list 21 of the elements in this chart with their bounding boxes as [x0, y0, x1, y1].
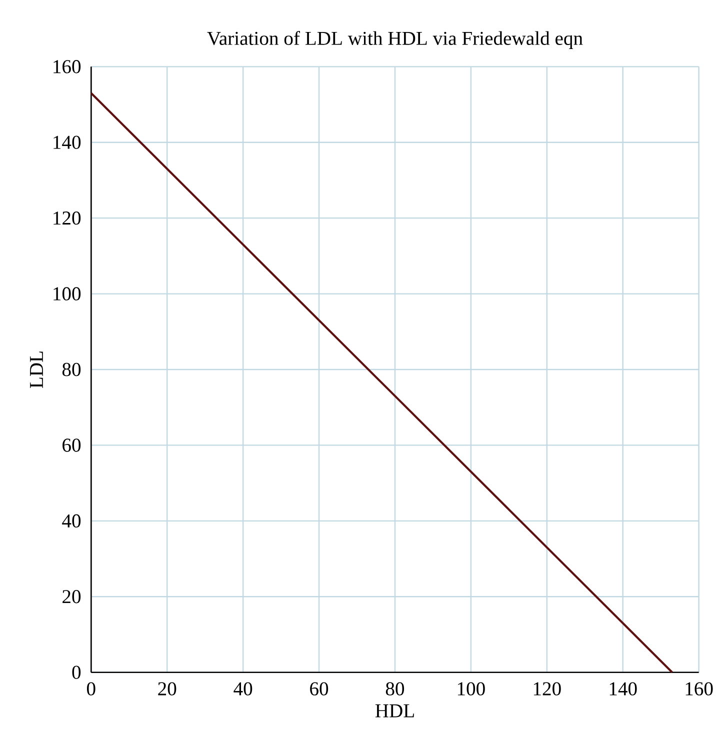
x-tick-label: 40	[234, 682, 252, 696]
y-axis-title: LDL	[30, 352, 43, 388]
y-tick-label: 80	[62, 362, 80, 376]
y-tick-label: 60	[62, 438, 80, 452]
x-tick-label: 100	[458, 682, 485, 696]
y-tick-label: 140	[53, 136, 80, 149]
x-tick-label: 140	[610, 682, 637, 696]
x-tick-label: 20	[158, 682, 176, 696]
y-tick-label: 40	[62, 514, 80, 528]
y-tick-label: 100	[53, 287, 80, 300]
chart-title: Variation of LDL with HDL via Friedewald eqn	[206, 31, 583, 49]
x-tick-label: 80	[386, 682, 404, 696]
y-tick-label: 160	[53, 60, 80, 74]
x-tick-label: 0	[86, 682, 96, 696]
x-tick-label: 160	[686, 682, 713, 696]
x-tick-label: 120	[534, 682, 561, 696]
y-tick-label: 0	[72, 666, 80, 679]
x-tick-label: 60	[310, 682, 328, 696]
y-tick-label: 20	[62, 590, 80, 604]
x-axis-title: HDL	[375, 704, 414, 718]
y-tick-label: 120	[53, 211, 80, 225]
